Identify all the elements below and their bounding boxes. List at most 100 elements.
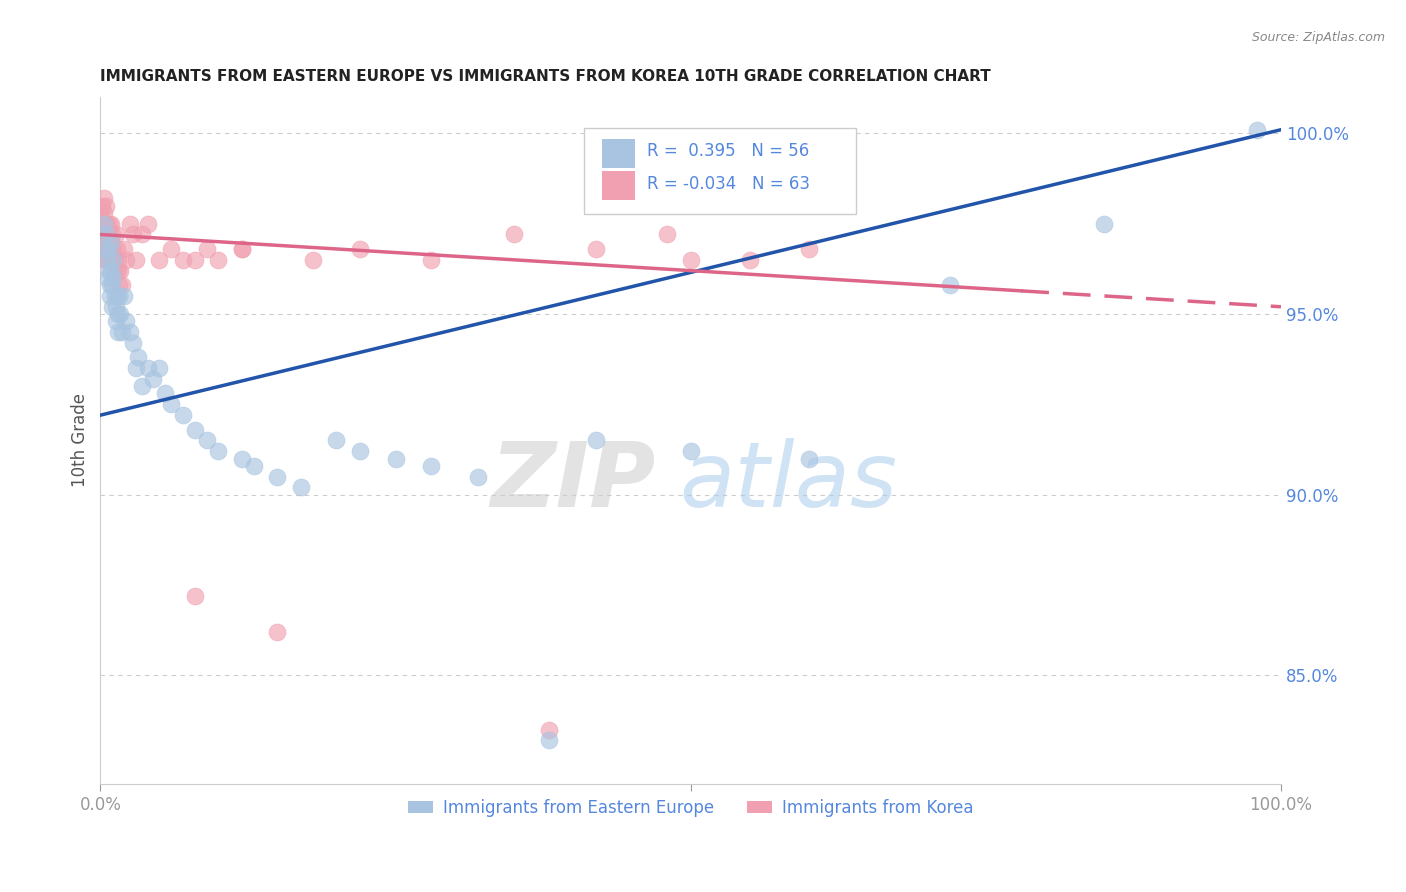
Point [96,227,118,242]
Point [97,227,120,242]
Point [115,252,138,267]
Point [101,227,124,242]
Point [103,252,125,267]
Point [585,242,607,256]
Point [136,361,159,376]
Point [97,242,120,256]
Point [104,314,127,328]
Point [90,217,112,231]
Point [96,198,118,212]
Point [93,191,115,205]
Point [108,278,131,293]
Point [502,227,524,242]
Point [105,289,128,303]
Point [115,314,138,328]
Point [122,335,145,350]
Point [100,263,122,277]
Point [655,227,678,242]
Point [195,242,218,256]
Point [101,278,124,293]
Point [103,270,125,285]
Point [142,372,165,386]
Point [131,227,153,242]
Point [797,242,820,256]
Legend: Immigrants from Eastern Europe, Immigrants from Korea: Immigrants from Eastern Europe, Immigran… [401,792,980,823]
Point [98,278,121,293]
Point [207,444,229,458]
Point [184,589,207,603]
Point [243,458,266,473]
Point [96,242,118,256]
Bar [602,171,636,200]
Point [148,252,170,267]
Point [107,325,129,339]
Point [94,235,117,249]
Point [91,227,114,242]
Point [90,198,112,212]
Point [104,227,127,242]
Text: atlas: atlas [679,438,897,525]
Point [325,434,347,448]
Point [118,325,141,339]
Point [110,307,132,321]
Point [100,235,122,249]
Point [127,351,149,365]
Point [101,252,124,267]
Point [105,242,128,256]
Point [96,270,118,285]
Point [136,217,159,231]
Point [96,227,118,242]
Point [100,217,122,231]
Point [107,252,129,267]
Point [110,278,132,293]
Text: R =  0.395   N = 56: R = 0.395 N = 56 [647,143,810,161]
Point [148,361,170,376]
Point [266,469,288,483]
Point [160,242,183,256]
Point [93,217,115,231]
Point [231,242,253,256]
Point [94,242,117,256]
Point [98,289,121,303]
Point [107,307,129,321]
Point [125,361,148,376]
FancyBboxPatch shape [585,128,856,214]
Point [93,227,115,242]
Text: Source: ZipAtlas.com: Source: ZipAtlas.com [1251,31,1385,45]
Text: ZIP: ZIP [489,438,655,525]
Point [107,263,129,277]
Point [110,325,132,339]
Point [172,252,194,267]
Text: R = -0.034   N = 63: R = -0.034 N = 63 [647,176,810,194]
Point [155,386,177,401]
Text: IMMIGRANTS FROM EASTERN EUROPE VS IMMIGRANTS FROM KOREA 10TH GRADE CORRELATION C: IMMIGRANTS FROM EASTERN EUROPE VS IMMIGR… [100,69,991,84]
Point [96,252,118,267]
Point [98,252,121,267]
Point [1246,122,1268,136]
Point [195,434,218,448]
Bar [602,139,636,168]
Point [349,444,371,458]
Point [97,217,120,231]
Point [101,300,124,314]
Point [91,242,114,256]
Point [738,252,761,267]
Point [1092,217,1115,231]
Point [110,263,132,277]
Point [104,300,127,314]
Point [537,723,560,737]
Point [118,217,141,231]
Point [103,289,125,303]
Point [419,252,441,267]
Point [108,289,131,303]
Point [384,451,406,466]
Point [125,252,148,267]
Point [131,379,153,393]
Point [122,227,145,242]
Point [302,252,325,267]
Point [266,624,288,639]
Point [98,242,121,256]
Point [585,434,607,448]
Point [94,252,117,267]
Point [96,217,118,231]
